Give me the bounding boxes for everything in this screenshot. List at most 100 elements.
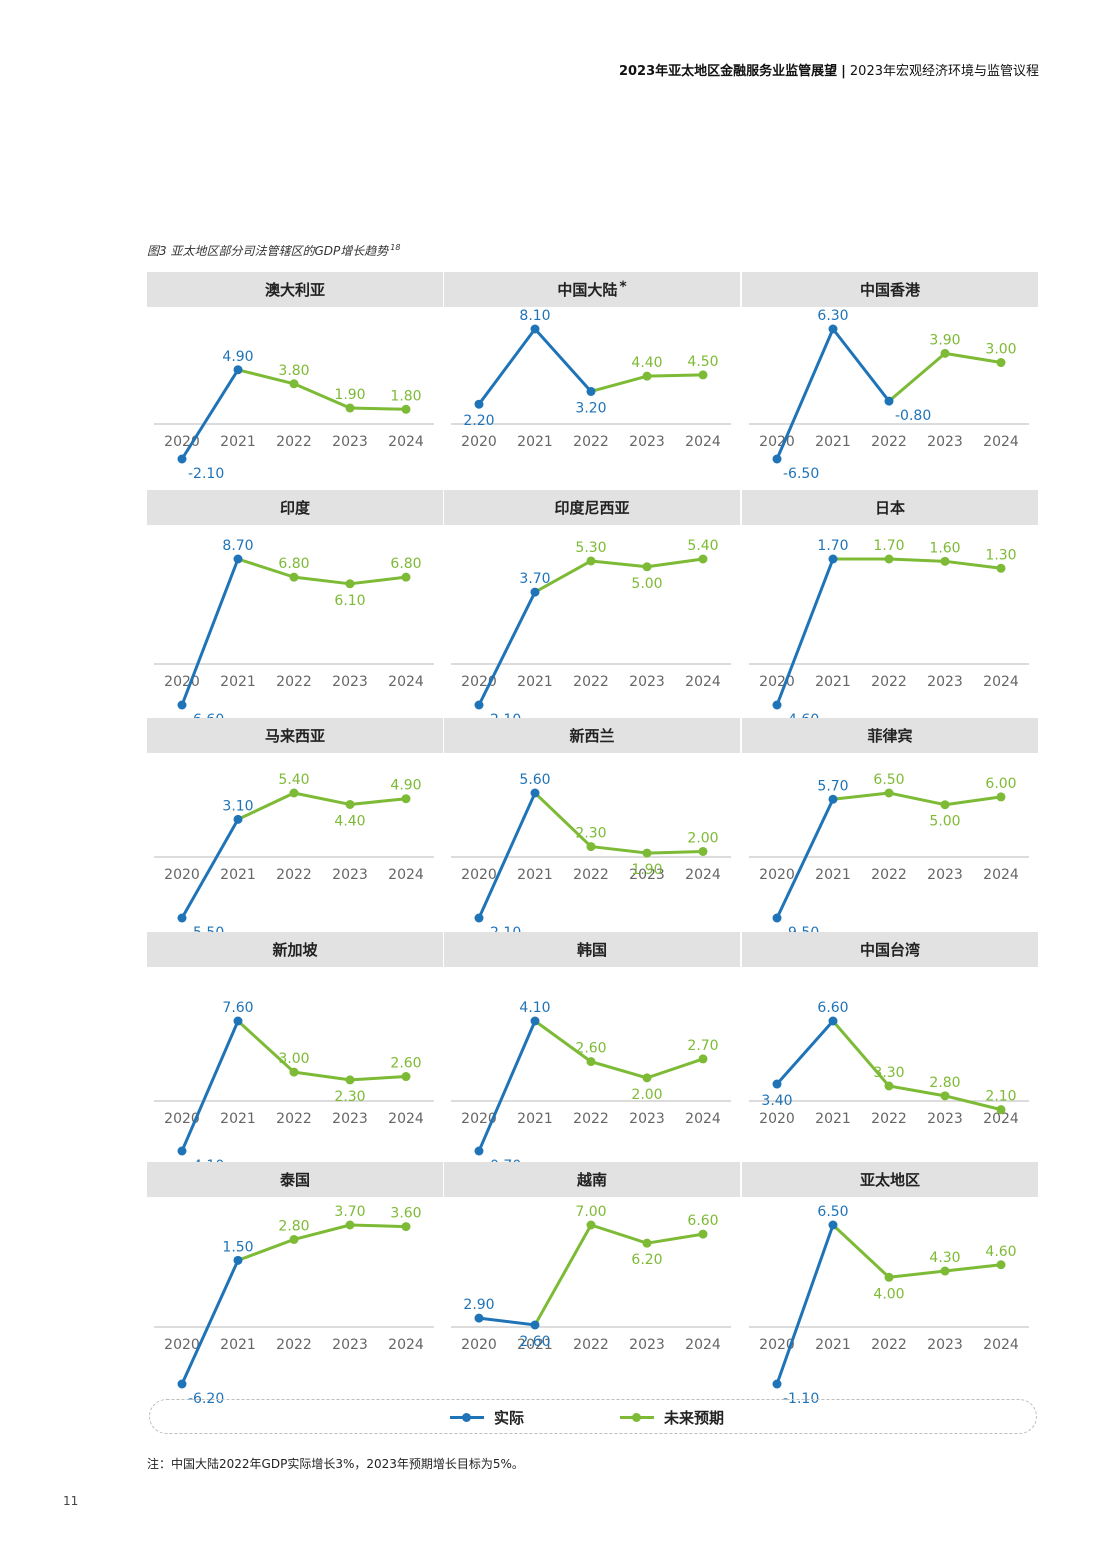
forecast-data-point [289,379,299,389]
forecast-data-point [401,572,411,582]
x-tick-label: 2023 [629,1111,665,1127]
actual-data-point [772,454,782,464]
x-tick-label: 2024 [983,674,1019,690]
x-tick-label: 2024 [685,434,721,450]
forecast-series-line [832,791,1002,807]
data-label: 1.70 [873,538,904,554]
chart-title: 韩国 [444,932,740,967]
data-label: -2.10 [188,466,224,482]
forecast-series-line [831,1020,1002,1112]
data-label: 1.50 [222,1239,253,1255]
data-label: 6.50 [873,772,904,788]
chart-title: 日本 [742,490,1038,525]
chart-title-text: 澳大利亚 [264,281,325,299]
data-label: 3.70 [334,1204,365,1220]
forecast-data-point [884,1272,894,1282]
chart-title: 中国香港 [742,272,1038,307]
x-tick-label: 2021 [517,434,553,450]
header-separator: | [841,64,846,79]
data-label: 1.80 [390,388,421,404]
forecast-data-point [642,562,652,572]
actual-data-point [530,788,540,798]
forecast-data-point [940,348,950,358]
x-tick-label: 2022 [276,434,312,450]
x-tick-label: 2022 [573,867,609,883]
forecast-data-point [698,554,708,564]
forecast-data-point [401,404,411,414]
x-tick-label: 2023 [332,674,368,690]
legend-actual: 实际 [450,1407,524,1428]
x-tick-label: 2023 [332,1337,368,1353]
forecast-data-point [289,1067,299,1077]
data-label: 3.80 [278,363,309,379]
data-label: 5.40 [278,772,309,788]
line-chart: 2020 2021 2022 2023 2024 -6.50 6.30 -0.80 3.90 3.… [749,308,1029,482]
chart-title: 菲律宾 [742,718,1038,753]
x-tick-label: 2022 [871,674,907,690]
x-tick-label: 2024 [685,1337,721,1353]
data-label: 2.80 [278,1218,309,1234]
actual-data-point [530,1016,540,1026]
x-tick-label: 2023 [332,867,368,883]
chart-title: 印度尼西亚 [444,490,740,525]
chart-title: 亚太地区 [742,1162,1038,1197]
forecast-series-line [237,1223,407,1262]
x-tick-label: 2024 [388,1111,424,1127]
data-label: 3.20 [575,400,606,416]
forecast-series-line [236,1019,407,1082]
x-tick-label: 2022 [573,1111,609,1127]
chart-title: 中国台湾 [742,932,1038,967]
x-tick-label: 2024 [685,1111,721,1127]
chart-title-mark: * [619,278,627,295]
line-chart: 2020 2021 2022 2023 2024 2.20 8.10 3.20 4.40 4.50 [451,308,731,450]
line-chart: 20202021202220232024-6.608.706.806.106.8… [154,538,434,728]
x-tick-label: 2023 [927,1111,963,1127]
x-tick-label: 2020 [164,1337,200,1353]
x-tick-label: 2020 [461,1111,497,1127]
data-label: 2.00 [631,1087,662,1103]
actual-data-point [828,554,838,564]
line-chart: 2020 2021 2022 2023 2024-6.201.502.803.70 3.6… [154,1204,434,1407]
data-label: 2.90 [463,1297,494,1313]
forecast-data-point [996,563,1006,573]
line-chart: 2020 2021 2022 2023 2024-1.106.504.004.30 4.6… [749,1204,1029,1407]
chart-title-text: 菲律宾 [867,727,913,745]
forecast-data-point [586,842,596,852]
line-chart: 2020 2021 2022 2023 2024-2.104.903.801.90 1.8… [154,349,434,482]
x-tick-label: 2024 [983,434,1019,450]
actual-data-point [772,700,782,710]
actual-data-point [474,1146,484,1156]
data-label: 6.80 [390,556,421,572]
forecast-data-point [401,794,411,804]
x-tick-label: 2021 [815,1337,851,1353]
legend-forecast-marker [620,1413,654,1422]
forecast-data-point [698,1054,708,1064]
data-label: 6.60 [687,1213,718,1229]
data-label: 4.60 [985,1244,1016,1260]
forecast-data-point [401,1222,411,1232]
data-label: 4.50 [687,354,718,370]
data-label: -0.80 [895,408,931,424]
forecast-data-point [289,572,299,582]
actual-data-point [233,365,243,375]
x-tick-label: 2022 [276,1337,312,1353]
forecast-data-point [642,848,652,858]
x-tick-label: 2024 [983,867,1019,883]
data-label: 6.80 [278,556,309,572]
data-label: 6.10 [334,593,365,609]
x-tick-label: 2021 [220,434,256,450]
data-label: 1.30 [985,547,1016,563]
legend-forecast-label: 未来预期 [664,1409,725,1427]
x-tick-label: 2020 [759,1111,795,1127]
forecast-data-point [698,846,708,856]
chart-title-text: 泰国 [279,1171,310,1189]
x-tick-label: 2022 [871,867,907,883]
actual-series-line [775,1224,835,1385]
data-label: 6.30 [817,308,848,324]
x-tick-label: 2024 [983,1337,1019,1353]
forecast-data-point [642,1238,652,1248]
actual-data-point [177,454,187,464]
forecast-series-line [833,557,1002,570]
x-tick-label: 2024 [388,434,424,450]
actual-series-line [775,1020,835,1086]
